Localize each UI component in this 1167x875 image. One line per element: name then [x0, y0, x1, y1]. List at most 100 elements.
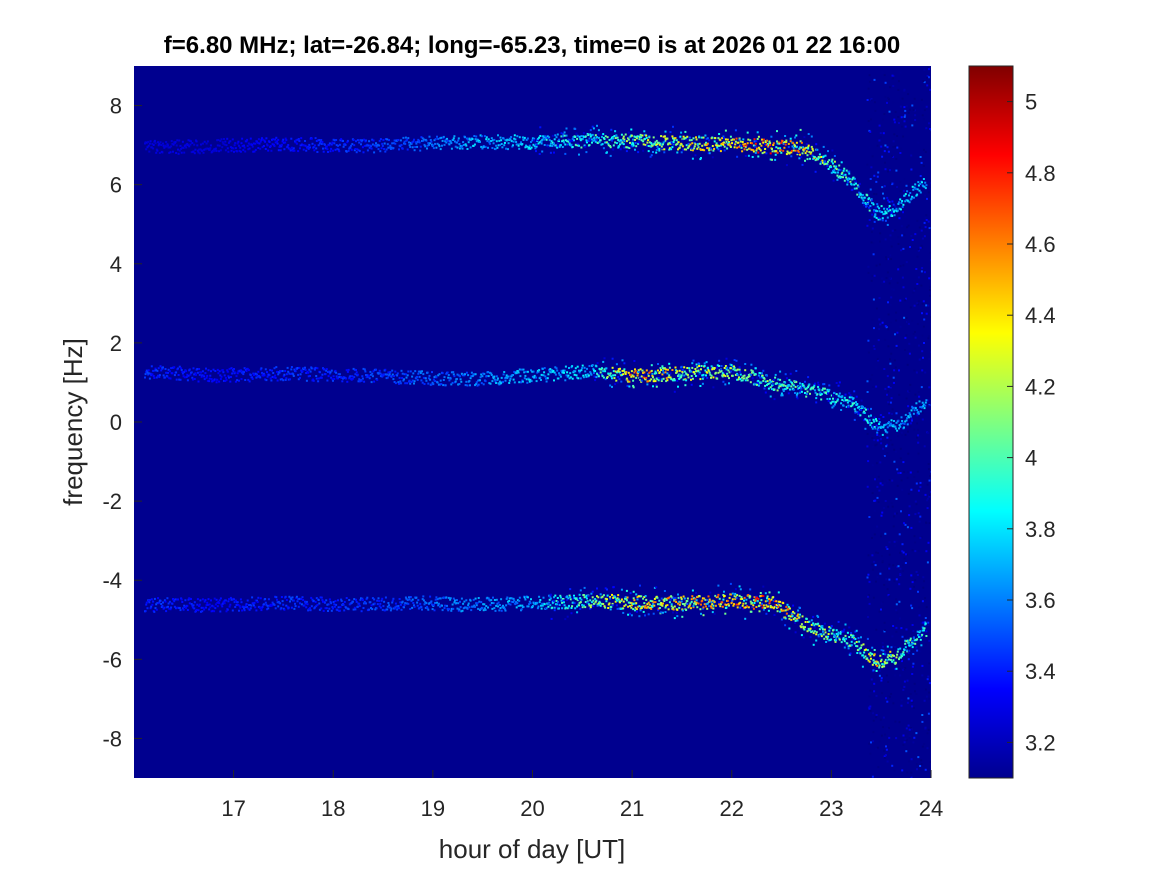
trace-pixel	[587, 134, 590, 136]
trace-pixel	[502, 604, 504, 607]
noise-pixel	[870, 678, 873, 681]
trace-pixel	[888, 208, 890, 210]
trace-pixel	[633, 371, 636, 374]
trace-pixel	[682, 595, 685, 598]
trace-pixel	[828, 388, 831, 391]
noise-pixel	[899, 265, 902, 268]
noise-pixel	[905, 317, 908, 319]
trace-pixel	[302, 148, 305, 151]
trace-pixel	[540, 379, 542, 381]
trace-pixel	[557, 145, 560, 148]
trace-pixel	[500, 376, 503, 379]
trace-pixel	[537, 605, 540, 608]
trace-pixel	[495, 375, 498, 378]
trace-pixel	[671, 135, 674, 138]
trace-pixel	[640, 375, 643, 378]
trace-pixel	[875, 216, 878, 219]
trace-pixel	[827, 390, 830, 393]
trace-pixel	[845, 169, 848, 172]
trace-pixel	[499, 607, 502, 610]
noise-pixel	[880, 442, 883, 445]
trace-pixel	[333, 142, 336, 145]
trace-pixel	[178, 607, 181, 609]
trace-pixel	[310, 137, 313, 140]
noise-pixel	[916, 449, 919, 452]
trace-pixel	[153, 377, 156, 379]
noise-pixel	[907, 111, 910, 114]
trace-pixel	[819, 394, 822, 396]
trace-pixel	[855, 180, 857, 183]
trace-pixel	[753, 140, 756, 143]
trace-pixel	[678, 377, 681, 380]
trace-pixel	[442, 596, 445, 599]
trace-pixel	[421, 381, 424, 384]
trace-pixel	[820, 398, 823, 401]
trace-pixel	[459, 606, 462, 608]
trace-pixel	[399, 380, 402, 383]
trace-pixel	[805, 146, 808, 149]
noise-pixel	[917, 549, 920, 552]
trace-pixel	[779, 147, 782, 150]
trace-pixel	[602, 376, 605, 379]
trace-pixel	[224, 149, 227, 152]
trace-pixel	[165, 141, 168, 143]
trace-pixel	[352, 139, 355, 141]
trace-pixel	[869, 424, 872, 427]
trace-pixel	[526, 370, 529, 373]
trace-pixel	[742, 138, 745, 141]
trace-pixel	[665, 368, 668, 371]
trace-pixel	[391, 369, 394, 372]
trace-pixel	[144, 376, 146, 379]
trace-pixel	[331, 141, 334, 144]
trace-pixel	[594, 379, 597, 382]
trace-pixel	[297, 598, 300, 601]
trace-pixel	[223, 143, 226, 146]
trace-pixel	[496, 602, 499, 605]
trace-pixel	[584, 141, 587, 143]
trace-pixel	[643, 371, 646, 374]
trace-pixel	[327, 375, 330, 378]
trace-pixel	[186, 609, 189, 611]
trace-pixel	[398, 148, 400, 151]
trace-pixel	[538, 141, 541, 144]
trace-pixel	[686, 138, 689, 141]
trace-pixel	[719, 144, 722, 147]
trace-pixel	[450, 609, 453, 612]
trace-pixel	[537, 370, 540, 373]
trace-pixel	[406, 374, 409, 377]
trace-pixel	[416, 378, 419, 381]
trace-pixel	[774, 373, 777, 376]
trace-pixel	[662, 377, 665, 380]
trace-pixel	[838, 175, 841, 178]
trace-pixel	[677, 141, 680, 144]
noise-pixel	[903, 178, 906, 181]
trace-pixel	[392, 597, 395, 600]
noise-pixel	[892, 85, 895, 87]
trace-pixel	[675, 369, 678, 372]
noise-pixel	[910, 234, 913, 237]
trace-pixel	[690, 383, 693, 386]
noise-pixel	[880, 145, 883, 148]
trace-pixel	[647, 605, 650, 608]
noise-pixel	[878, 740, 881, 743]
trace-pixel	[798, 147, 801, 150]
trace-pixel	[868, 419, 871, 422]
noise-pixel	[920, 98, 923, 101]
trace-pixel	[668, 148, 671, 151]
noise-pixel	[879, 482, 882, 485]
trace-pixel	[731, 142, 734, 145]
trace-pixel	[648, 603, 651, 606]
trace-pixel	[642, 597, 645, 600]
noise-pixel	[869, 709, 872, 712]
trace-pixel	[540, 604, 542, 607]
trace-pixel	[563, 131, 566, 134]
trace-pixel	[643, 130, 646, 133]
trace-pixel	[322, 600, 324, 603]
trace-pixel	[170, 145, 173, 148]
trace-pixel	[632, 375, 635, 378]
trace-pixel	[457, 383, 460, 386]
trace-pixel	[241, 371, 244, 374]
trace-pixel	[646, 603, 649, 606]
trace-pixel	[845, 405, 848, 408]
trace-pixel	[518, 596, 521, 599]
